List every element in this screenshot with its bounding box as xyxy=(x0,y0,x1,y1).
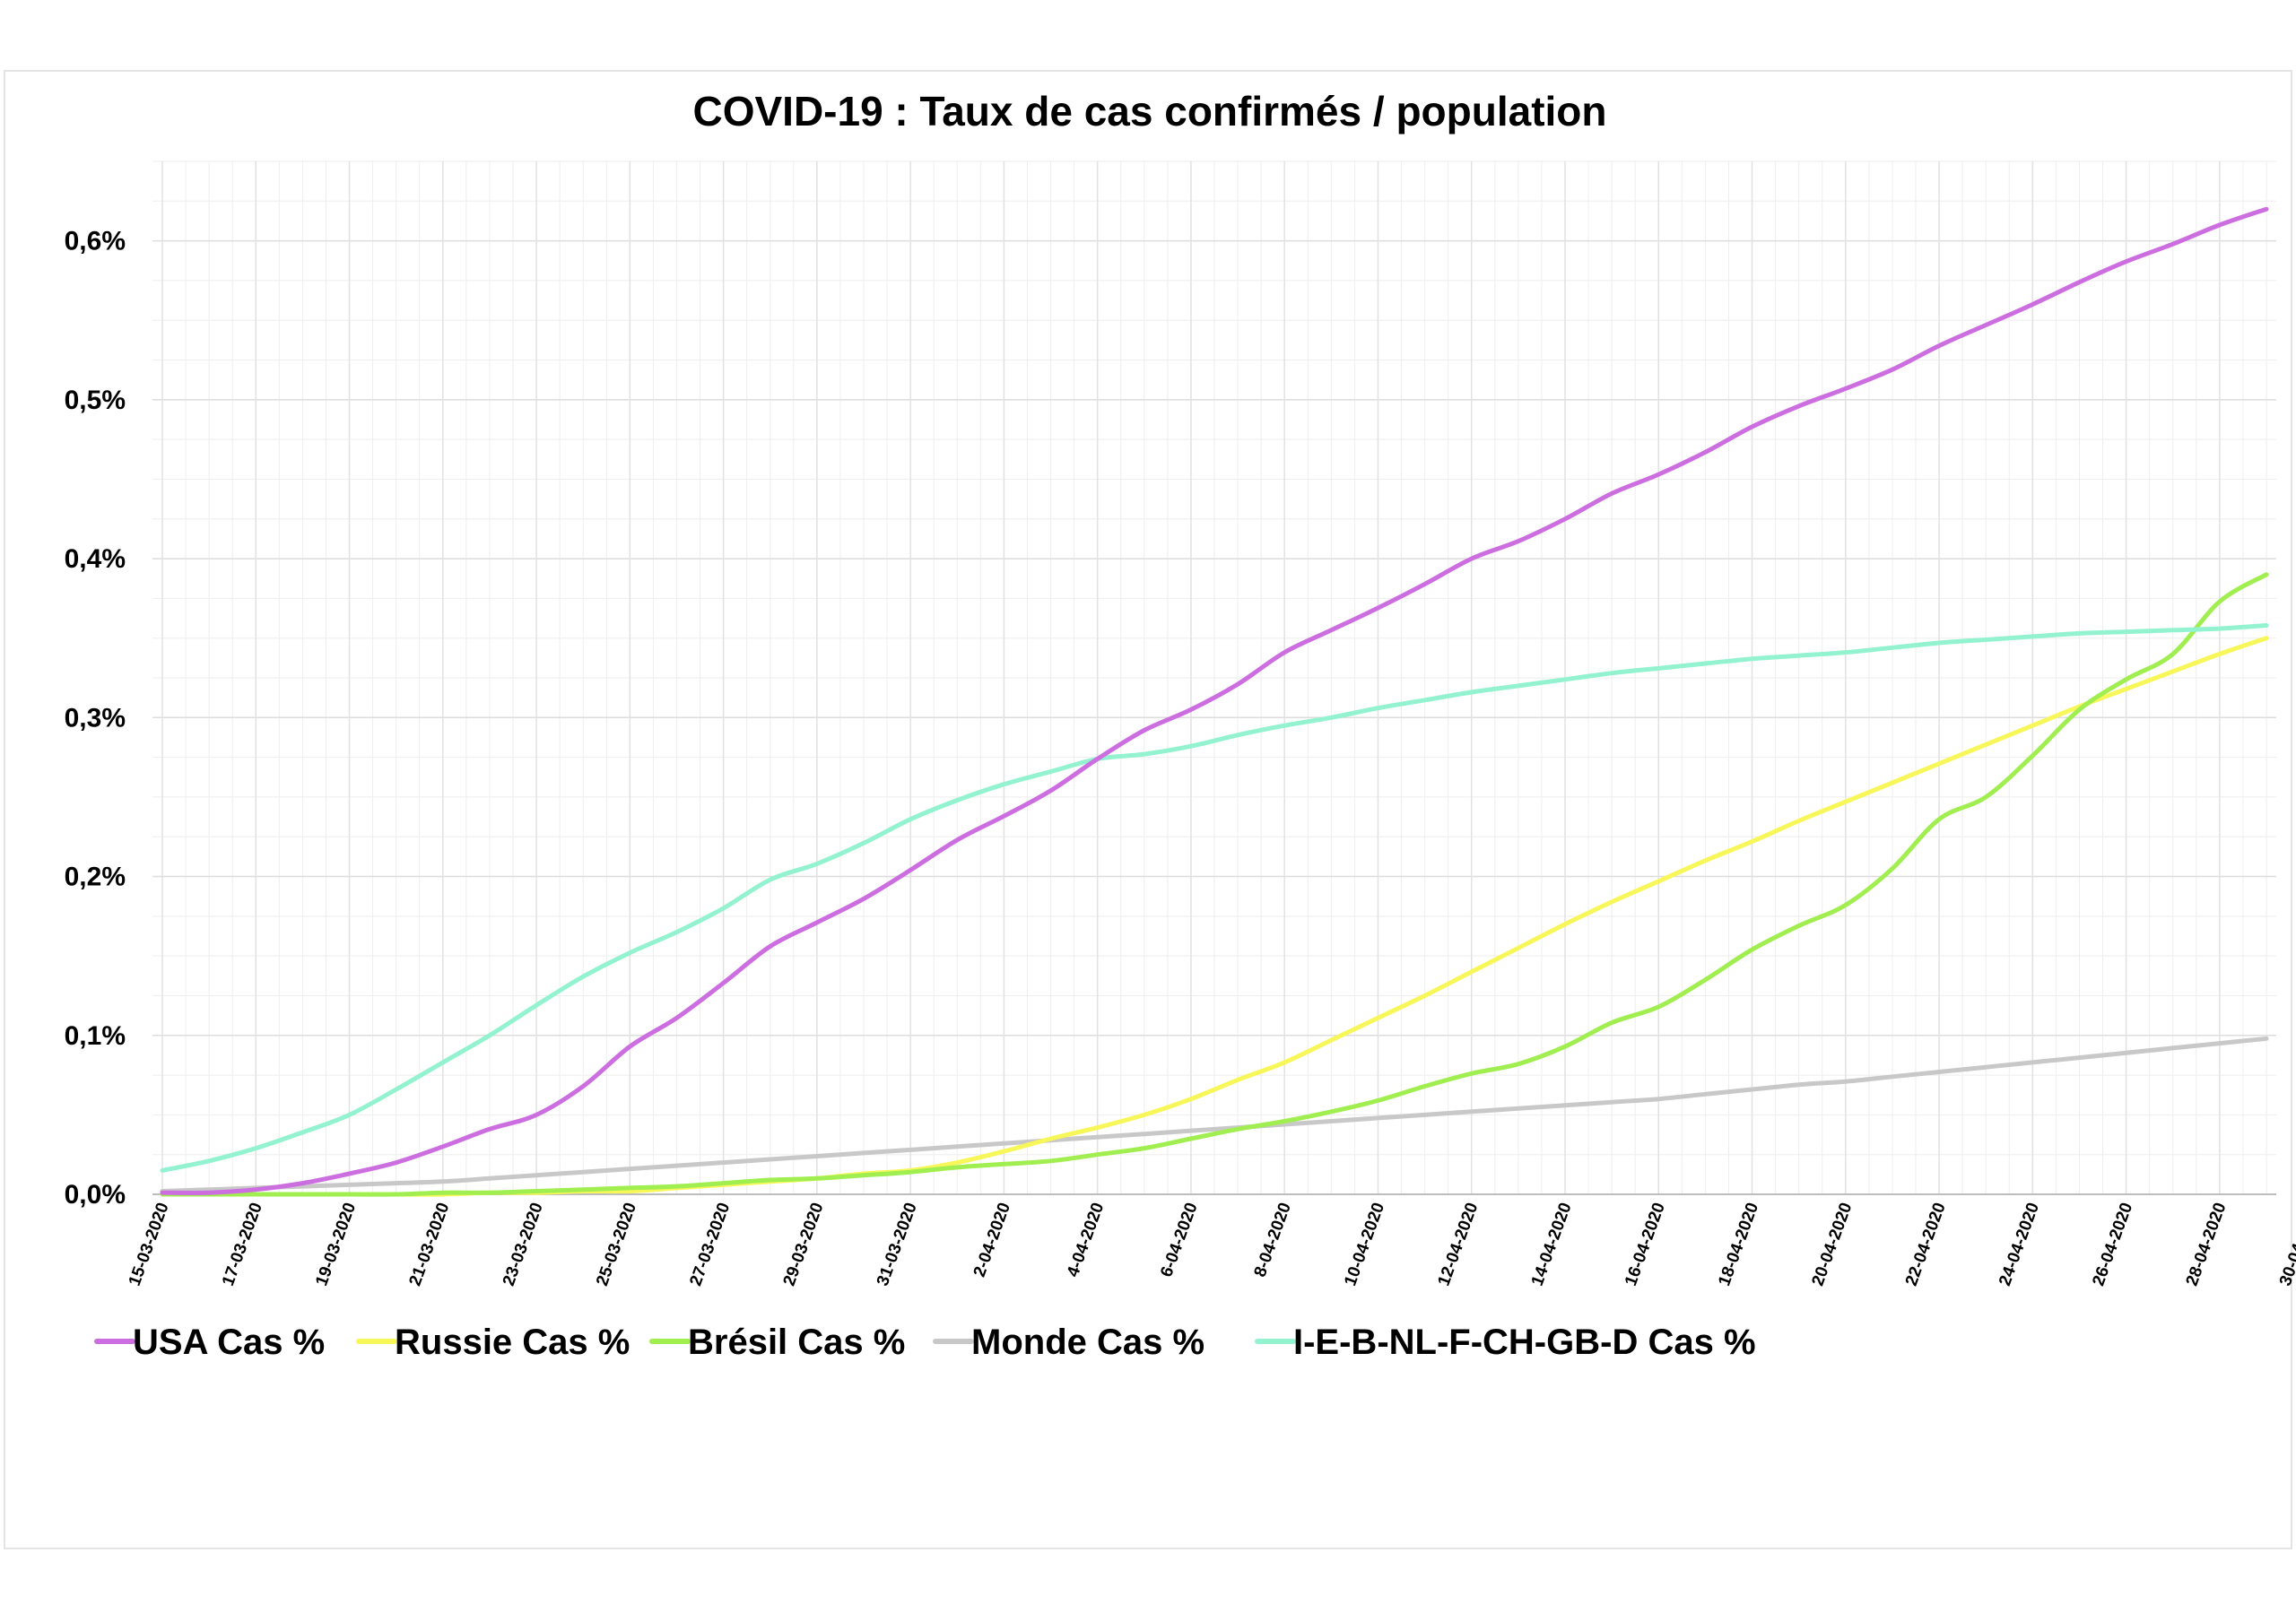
x-tick-label: 28-04-2020 xyxy=(2183,1201,2231,1289)
x-tick-label: 20-04-2020 xyxy=(1809,1201,1857,1289)
x-tick-label: 17-03-2020 xyxy=(219,1201,266,1289)
legend: USA Cas % Russie Cas % Brésil Cas % Monde C… xyxy=(94,1323,1756,1362)
x-tick-label: 23-03-2020 xyxy=(500,1201,547,1289)
y-tick-label: 0,2% xyxy=(65,863,126,892)
series-line-br-sil-cas xyxy=(160,572,2269,1197)
x-tick-label: 18-04-2020 xyxy=(1715,1201,1762,1289)
x-tick-label: 10-04-2020 xyxy=(1341,1201,1388,1289)
y-tick-label: 0,5% xyxy=(65,386,126,415)
y-tick-label: 0,4% xyxy=(65,544,126,574)
legend-label-monde-cas: Monde Cas % xyxy=(971,1323,1205,1362)
x-tick-label: 26-04-2020 xyxy=(2089,1201,2136,1289)
legend-label-russie-cas: Russie Cas % xyxy=(395,1323,630,1362)
series-line-monde-cas xyxy=(160,1036,2269,1193)
x-tick-label: 22-04-2020 xyxy=(1902,1201,1950,1289)
x-tick-label: 29-03-2020 xyxy=(780,1201,828,1289)
legend-label-usa-cas: USA Cas % xyxy=(133,1323,325,1362)
y-tick-label: 0,6% xyxy=(65,227,126,256)
x-tick-label: 6-04-2020 xyxy=(1157,1201,1201,1280)
minor-gridlines xyxy=(152,160,2276,1195)
series-line-i-e-b-nl-f-ch-gb-d-cas xyxy=(160,623,2269,1173)
legend-label-br-sil-cas: Brésil Cas % xyxy=(688,1323,905,1362)
x-tick-label: 16-04-2020 xyxy=(1622,1201,1669,1289)
x-axis: 15-03-2020 17-03-2020 19-03-2020 21-03-2020… xyxy=(126,1201,2296,1289)
x-tick-label: 8-04-2020 xyxy=(1251,1201,1295,1280)
y-tick-label: 0,1% xyxy=(65,1021,126,1051)
plot-area xyxy=(160,206,2269,1197)
series-line-usa-cas xyxy=(160,206,2269,1195)
x-tick-label: 30-04-2020 xyxy=(2276,1201,2296,1289)
x-tick-label: 4-04-2020 xyxy=(1064,1201,1108,1280)
x-tick-label: 14-04-2020 xyxy=(1528,1201,1576,1289)
x-tick-label: 21-03-2020 xyxy=(406,1201,454,1289)
x-tick-label: 25-03-2020 xyxy=(593,1201,640,1289)
x-tick-label: 27-03-2020 xyxy=(686,1201,734,1289)
chart-title: COVID-19 : Taux de cas confirmés / popul… xyxy=(692,88,1606,134)
y-tick-label: 0,0% xyxy=(65,1180,126,1210)
x-tick-label: 19-03-2020 xyxy=(312,1201,360,1289)
y-axis: 0,0% 0,1% 0,2% 0,3% 0,4% 0,5% 0,6% xyxy=(65,227,126,1210)
x-tick-label: 31-03-2020 xyxy=(874,1201,921,1289)
x-tick-label: 2-04-2020 xyxy=(970,1201,1014,1280)
y-tick-label: 0,3% xyxy=(65,703,126,733)
x-tick-label: 12-04-2020 xyxy=(1434,1201,1482,1289)
chart-frame xyxy=(4,70,2292,1549)
x-tick-label: 15-03-2020 xyxy=(126,1201,173,1289)
x-tick-label: 24-04-2020 xyxy=(1996,1201,2043,1289)
legend-label-i-e-b-nl-f-ch-gb-d-cas: I-E-B-NL-F-CH-GB-D Cas % xyxy=(1293,1323,1756,1362)
